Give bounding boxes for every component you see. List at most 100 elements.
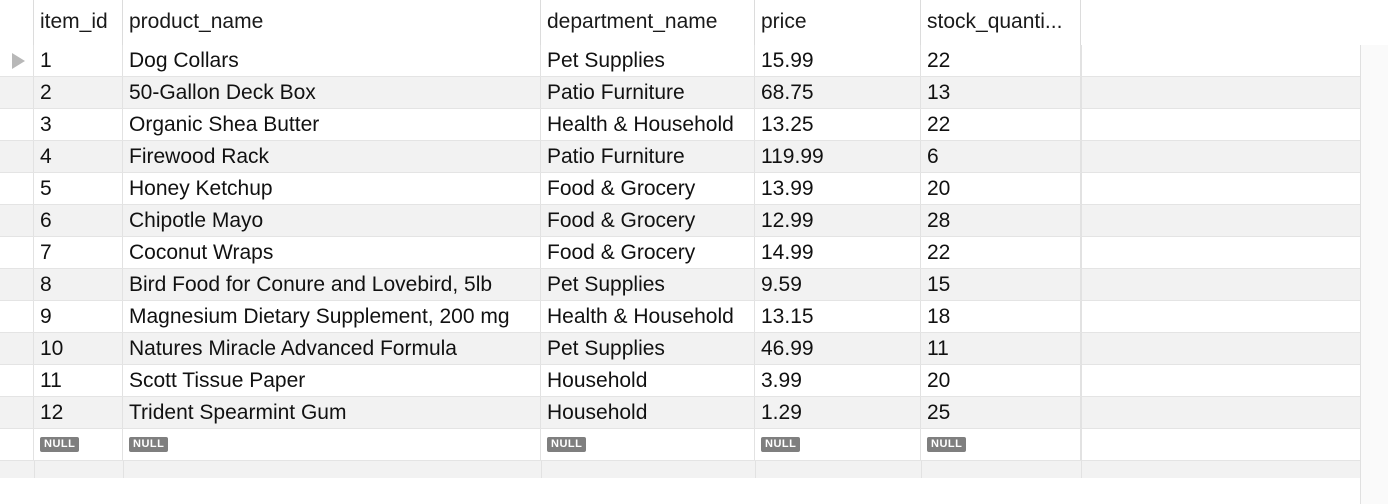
row-gutter[interactable] bbox=[0, 45, 34, 76]
row-gutter[interactable] bbox=[0, 301, 34, 332]
cell-item-id[interactable]: 9 bbox=[34, 301, 123, 332]
table-row[interactable]: 11 Scott Tissue Paper Household 3.99 20 bbox=[0, 365, 1360, 397]
cell-price[interactable]: 46.99 bbox=[755, 333, 921, 364]
cell-stock-quantity[interactable]: 20 bbox=[921, 173, 1081, 204]
null-badge: NULL bbox=[40, 437, 80, 452]
cell-department-name[interactable]: Food & Grocery bbox=[541, 237, 755, 268]
row-gutter[interactable] bbox=[0, 77, 34, 108]
cell-product-name[interactable]: Bird Food for Conure and Lovebird, 5lb bbox=[123, 269, 541, 300]
column-header-department-name[interactable]: department_name bbox=[541, 0, 755, 45]
row-gutter[interactable] bbox=[0, 237, 34, 268]
cell-product-name[interactable]: Natures Miracle Advanced Formula bbox=[123, 333, 541, 364]
cell-product-name[interactable]: Firewood Rack bbox=[123, 141, 541, 172]
cell-stock-quantity[interactable]: 15 bbox=[921, 269, 1081, 300]
column-header-price[interactable]: price bbox=[755, 0, 921, 45]
table-row[interactable]: 4 Firewood Rack Patio Furniture 119.99 6 bbox=[0, 141, 1360, 173]
cell-price[interactable]: 13.25 bbox=[755, 109, 921, 140]
cell-stock-quantity-null[interactable]: NULL bbox=[921, 429, 1081, 460]
cell-price[interactable]: 13.15 bbox=[755, 301, 921, 332]
table-row[interactable]: 1 Dog Collars Pet Supplies 15.99 22 bbox=[0, 45, 1360, 77]
cell-price[interactable]: 9.59 bbox=[755, 269, 921, 300]
cell-stock-quantity[interactable]: 22 bbox=[921, 109, 1081, 140]
cell-product-name-null[interactable]: NULL bbox=[123, 429, 541, 460]
cell-price[interactable]: 119.99 bbox=[755, 141, 921, 172]
cell-price[interactable]: 12.99 bbox=[755, 205, 921, 236]
cell-price[interactable]: 1.29 bbox=[755, 397, 921, 428]
vertical-scrollbar[interactable] bbox=[1360, 45, 1388, 504]
cell-price[interactable]: 15.99 bbox=[755, 45, 921, 76]
cell-stock-quantity[interactable]: 6 bbox=[921, 141, 1081, 172]
cell-price[interactable]: 68.75 bbox=[755, 77, 921, 108]
cell-department-name[interactable]: Pet Supplies bbox=[541, 45, 755, 76]
cell-item-id[interactable]: 6 bbox=[34, 205, 123, 236]
table-row[interactable]: 12 Trident Spearmint Gum Household 1.29 25 bbox=[0, 397, 1360, 429]
table-row[interactable]: 6 Chipotle Mayo Food & Grocery 12.99 28 bbox=[0, 205, 1360, 237]
cell-department-name-null[interactable]: NULL bbox=[541, 429, 755, 460]
cell-product-name[interactable]: Coconut Wraps bbox=[123, 237, 541, 268]
cell-stock-quantity[interactable]: 25 bbox=[921, 397, 1081, 428]
cell-department-name[interactable]: Patio Furniture bbox=[541, 141, 755, 172]
cell-department-name[interactable]: Food & Grocery bbox=[541, 205, 755, 236]
cell-stock-quantity[interactable]: 18 bbox=[921, 301, 1081, 332]
cell-department-name[interactable]: Household bbox=[541, 365, 755, 396]
column-header-item-id[interactable]: item_id bbox=[34, 0, 123, 45]
column-header-stock-quantity[interactable]: stock_quanti... bbox=[921, 0, 1081, 45]
row-gutter[interactable] bbox=[0, 141, 34, 172]
cell-product-name[interactable]: 50-Gallon Deck Box bbox=[123, 77, 541, 108]
cell-department-name[interactable]: Pet Supplies bbox=[541, 269, 755, 300]
cell-item-id[interactable]: 11 bbox=[34, 365, 123, 396]
cell-department-name[interactable]: Pet Supplies bbox=[541, 333, 755, 364]
row-gutter[interactable] bbox=[0, 429, 34, 460]
cell-product-name[interactable]: Scott Tissue Paper bbox=[123, 365, 541, 396]
cell-product-name[interactable]: Dog Collars bbox=[123, 45, 541, 76]
table-row[interactable]: 2 50-Gallon Deck Box Patio Furniture 68.75 1… bbox=[0, 77, 1360, 109]
cell-item-id[interactable]: 3 bbox=[34, 109, 123, 140]
cell-stock-quantity[interactable]: 22 bbox=[921, 45, 1081, 76]
cell-stock-quantity[interactable]: 13 bbox=[921, 77, 1081, 108]
cell-product-name[interactable]: Magnesium Dietary Supplement, 200 mg bbox=[123, 301, 541, 332]
cell-product-name[interactable]: Honey Ketchup bbox=[123, 173, 541, 204]
cell-stock-quantity[interactable]: 20 bbox=[921, 365, 1081, 396]
table-row[interactable]: 8 Bird Food for Conure and Lovebird, 5lb P… bbox=[0, 269, 1360, 301]
cell-item-id[interactable]: 8 bbox=[34, 269, 123, 300]
cell-product-name[interactable]: Organic Shea Butter bbox=[123, 109, 541, 140]
cell-department-name[interactable]: Health & Household bbox=[541, 301, 755, 332]
row-gutter[interactable] bbox=[0, 397, 34, 428]
cell-price-null[interactable]: NULL bbox=[755, 429, 921, 460]
cell-product-name[interactable]: Chipotle Mayo bbox=[123, 205, 541, 236]
cell-item-id[interactable]: 10 bbox=[34, 333, 123, 364]
cell-item-id-null[interactable]: NULL bbox=[34, 429, 123, 460]
cell-item-id[interactable]: 1 bbox=[34, 45, 123, 76]
null-badge: NULL bbox=[547, 437, 587, 452]
table-row[interactable]: 7 Coconut Wraps Food & Grocery 14.99 22 bbox=[0, 237, 1360, 269]
column-header-product-name[interactable]: product_name bbox=[123, 0, 541, 45]
new-row-placeholder[interactable]: NULL NULL NULL NULL NULL bbox=[0, 429, 1360, 461]
cell-department-name[interactable]: Household bbox=[541, 397, 755, 428]
cell-department-name[interactable]: Food & Grocery bbox=[541, 173, 755, 204]
row-gutter[interactable] bbox=[0, 109, 34, 140]
cell-item-id[interactable]: 4 bbox=[34, 141, 123, 172]
cell-department-name[interactable]: Health & Household bbox=[541, 109, 755, 140]
cell-stock-quantity[interactable]: 11 bbox=[921, 333, 1081, 364]
cell-item-id[interactable]: 12 bbox=[34, 397, 123, 428]
cell-department-name[interactable]: Patio Furniture bbox=[541, 77, 755, 108]
cell-item-id[interactable]: 7 bbox=[34, 237, 123, 268]
cell-price[interactable]: 13.99 bbox=[755, 173, 921, 204]
cell-product-name[interactable]: Trident Spearmint Gum bbox=[123, 397, 541, 428]
cell-item-id[interactable]: 5 bbox=[34, 173, 123, 204]
row-gutter[interactable] bbox=[0, 365, 34, 396]
cell-item-id[interactable]: 2 bbox=[34, 77, 123, 108]
cell-price[interactable]: 3.99 bbox=[755, 365, 921, 396]
row-gutter[interactable] bbox=[0, 205, 34, 236]
row-gutter[interactable] bbox=[0, 333, 34, 364]
cell-price[interactable]: 14.99 bbox=[755, 237, 921, 268]
row-gutter[interactable] bbox=[0, 269, 34, 300]
table-row[interactable]: 5 Honey Ketchup Food & Grocery 13.99 20 bbox=[0, 173, 1360, 205]
table-row[interactable]: 3 Organic Shea Butter Health & Household 13… bbox=[0, 109, 1360, 141]
cell-stock-quantity[interactable]: 22 bbox=[921, 237, 1081, 268]
row-gutter[interactable] bbox=[0, 173, 34, 204]
cell-stock-quantity[interactable]: 28 bbox=[921, 205, 1081, 236]
table-row[interactable]: 9 Magnesium Dietary Supplement, 200 mg Hea… bbox=[0, 301, 1360, 333]
table-row[interactable]: 10 Natures Miracle Advanced Formula Pet Su… bbox=[0, 333, 1360, 365]
